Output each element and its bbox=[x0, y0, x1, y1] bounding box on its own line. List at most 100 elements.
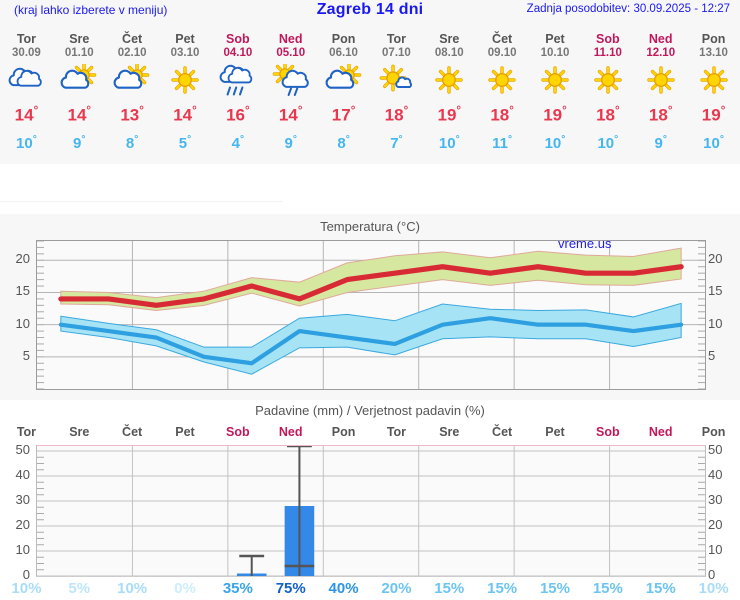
day-column-4[interactable]: Pet 03.10 14° 5° bbox=[159, 22, 212, 164]
temp-y-axis-label-right: 15 bbox=[708, 283, 723, 299]
day-date: 02.10 bbox=[117, 47, 147, 59]
precip-y-axis-label: 30 bbox=[15, 492, 30, 507]
day-column-8[interactable]: Tor 07.10 18° 7° bbox=[370, 22, 423, 164]
temp-y-axis-label: 5 bbox=[22, 347, 30, 363]
precip-probability: 0% bbox=[174, 580, 196, 597]
day-column-14[interactable]: Pon 13.10 19° 10° bbox=[687, 22, 740, 164]
temp-min: 10° bbox=[703, 134, 724, 152]
temp-max: 19° bbox=[543, 105, 567, 125]
temp-min: 8° bbox=[125, 134, 139, 152]
day-column-10[interactable]: Čet 09.10 18° 11° bbox=[476, 22, 529, 164]
day-name: Čet bbox=[492, 32, 513, 46]
precip-day-label: Sre bbox=[69, 425, 90, 439]
temp-y-axis-label-right: 5 bbox=[708, 347, 716, 363]
temp-y-axis-label: 15 bbox=[15, 283, 30, 299]
day-column-6[interactable]: Ned 05.10 14° 9° bbox=[264, 22, 317, 164]
precip-day-label: Sob bbox=[596, 425, 620, 439]
precip-y-axis-label: 50 bbox=[15, 442, 30, 457]
forecast-day-strip: Tor 30.09 14° 10° Sre 01.10 14° 9° Čet 02.10 13° 8°… bbox=[0, 22, 740, 164]
precip-day-label: Pet bbox=[175, 425, 195, 439]
day-name: Ned bbox=[278, 32, 303, 46]
partly-cloudy-icon bbox=[106, 64, 159, 98]
temp-min: 9° bbox=[73, 134, 86, 152]
precip-probability: 10% bbox=[698, 580, 729, 597]
day-date: 07.10 bbox=[382, 47, 411, 59]
temperature-chart-section: Temperatura (°C) 5 5 10 10 15 15 20 20 bbox=[0, 214, 740, 400]
temp-min: 9° bbox=[654, 134, 667, 152]
site-watermark: vreme.us bbox=[558, 236, 612, 251]
precip-probability: 35% bbox=[222, 580, 253, 597]
precip-y-axis-label-right: 10 bbox=[708, 542, 723, 557]
day-date: 06.10 bbox=[329, 47, 358, 59]
temp-min: 8° bbox=[337, 134, 350, 152]
precip-day-label: Pon bbox=[331, 425, 356, 439]
sunny-icon bbox=[529, 64, 582, 98]
day-column-1[interactable]: Tor 30.09 14° 10° bbox=[0, 22, 53, 164]
day-date: 03.10 bbox=[170, 47, 200, 59]
sun-small-cloud-icon bbox=[370, 64, 423, 98]
temp-max: 14° bbox=[67, 105, 92, 125]
precip-y-axis-label-right: 40 bbox=[708, 467, 723, 482]
day-date: 12.10 bbox=[646, 47, 676, 59]
day-name: Sre bbox=[69, 32, 90, 46]
partly-cloudy-icon bbox=[317, 64, 370, 98]
temp-min: 7° bbox=[390, 134, 403, 152]
precip-y-axis-label-right: 50 bbox=[708, 442, 723, 457]
day-name: Sob bbox=[596, 32, 620, 46]
precip-y-axis-label: 10 bbox=[15, 542, 30, 557]
precip-y-axis-label-right: 0 bbox=[708, 567, 716, 582]
temp-min: 4° bbox=[231, 134, 245, 152]
divider-line bbox=[0, 201, 283, 202]
precipitation-chart-section: Padavine (mm) / Verjetnost padavin (%) T… bbox=[0, 400, 740, 600]
precip-probability: 20% bbox=[381, 580, 412, 597]
precip-day-label: Sob bbox=[226, 425, 250, 439]
temp-min: 5° bbox=[178, 134, 192, 152]
precip-probability: 15% bbox=[645, 580, 676, 597]
precip-probability: 15% bbox=[539, 580, 570, 597]
day-name: Tor bbox=[16, 32, 37, 46]
temperature-svg bbox=[37, 241, 705, 389]
temp-max: 14° bbox=[278, 105, 303, 125]
day-column-5[interactable]: Sob 04.10 16° 4° bbox=[211, 22, 264, 164]
day-date: 13.10 bbox=[699, 47, 728, 59]
precip-y-axis-label: 20 bbox=[15, 517, 30, 532]
sunny-icon bbox=[634, 64, 687, 98]
day-column-13[interactable]: Ned 12.10 18° 9° bbox=[634, 22, 687, 164]
precip-probability: 10% bbox=[11, 580, 42, 597]
day-date: 04.10 bbox=[223, 47, 253, 59]
precip-day-label: Pon bbox=[701, 425, 726, 439]
day-column-2[interactable]: Sre 01.10 14° 9° bbox=[53, 22, 106, 164]
temp-max: 18° bbox=[384, 105, 409, 125]
precip-y-axis-label-right: 30 bbox=[708, 492, 723, 507]
day-column-9[interactable]: Sre 08.10 19° 10° bbox=[423, 22, 476, 164]
temp-y-axis-label: 10 bbox=[15, 315, 30, 331]
day-column-7[interactable]: Pon 06.10 17° 8° bbox=[317, 22, 370, 164]
section-separator bbox=[0, 164, 740, 214]
day-date: 08.10 bbox=[434, 47, 464, 59]
precip-day-label: Ned bbox=[278, 425, 303, 439]
precip-probability: 10% bbox=[117, 580, 148, 597]
precip-day-label: Čet bbox=[492, 425, 513, 439]
temp-max: 16° bbox=[226, 105, 250, 125]
temp-max: 19° bbox=[437, 105, 462, 125]
day-column-3[interactable]: Čet 02.10 13° 8° bbox=[106, 22, 159, 164]
temp-max: 14° bbox=[14, 105, 39, 125]
day-name: Sre bbox=[439, 32, 460, 46]
rain-icon bbox=[211, 64, 264, 98]
temp-y-axis-label: 20 bbox=[15, 251, 30, 267]
temp-max: 13° bbox=[120, 105, 144, 125]
temp-min: 9° bbox=[284, 134, 297, 152]
temp-y-axis-label-right: 20 bbox=[708, 251, 723, 267]
precip-day-label: Sre bbox=[439, 425, 460, 439]
precip-probability: 15% bbox=[434, 580, 465, 597]
last-update-text: Zadnja posodobitev: 30.09.2025 - 12:27 bbox=[526, 3, 730, 15]
precip-day-label: Ned bbox=[648, 425, 673, 439]
precipitation-plot-area bbox=[36, 445, 706, 577]
day-column-11[interactable]: Pet 10.10 19° 10° bbox=[529, 22, 582, 164]
day-column-12[interactable]: Sob 11.10 18° 10° bbox=[581, 22, 634, 164]
temp-max: 18° bbox=[596, 105, 620, 125]
day-name: Pet bbox=[175, 32, 195, 46]
precip-probability: 5% bbox=[68, 580, 91, 597]
temp-min: 10° bbox=[438, 134, 460, 152]
sunny-icon bbox=[476, 64, 529, 98]
